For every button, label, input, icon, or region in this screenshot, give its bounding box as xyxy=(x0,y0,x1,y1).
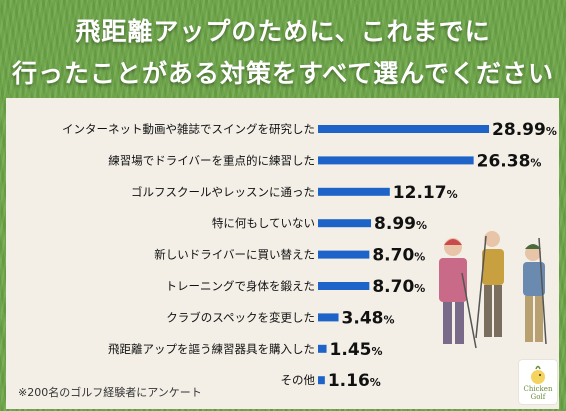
data-label: 8.70% xyxy=(372,246,425,266)
data-label: 1.16% xyxy=(328,371,381,391)
bar xyxy=(318,156,474,165)
data-label: 28.99% xyxy=(492,120,557,140)
data-label: 8.99% xyxy=(374,214,427,234)
category-label: クラブのスペックを変更した xyxy=(166,310,315,324)
chart-panel: インターネット動画や雑誌でスイングを研究した 28.99% 練習場でドライバーを重点… xyxy=(6,98,559,409)
logo-text-line-2: Golf xyxy=(530,393,546,401)
chick-icon xyxy=(531,365,545,384)
footnote: ※200名のゴルフ経験者にアンケート xyxy=(18,386,202,399)
chicken-golf-logo: Chicken Golf xyxy=(519,360,557,404)
data-label: 8.70% xyxy=(372,277,425,297)
category-label: トレーニングで身体を鍛えた xyxy=(166,279,316,293)
golfer-illustration xyxy=(439,231,547,349)
category-label: ゴルフスクールやレッスンに通った xyxy=(131,185,315,199)
bar xyxy=(318,344,327,353)
bar-chart: インターネット動画や雑誌でスイングを研究した 28.99% 練習場でドライバーを重点… xyxy=(62,120,557,391)
bar xyxy=(318,282,370,290)
bar xyxy=(318,219,372,228)
data-label: 1.45% xyxy=(330,340,383,360)
bar xyxy=(318,313,339,322)
data-label: 26.38% xyxy=(477,151,542,171)
bar xyxy=(318,125,490,133)
title-line-2: 行ったことがある対策をすべて選んでください xyxy=(11,59,554,88)
bar xyxy=(318,250,370,259)
title-line-1: 飛距離アップのために、これまでに xyxy=(75,17,491,46)
category-label: インターネット動画や雑誌でスイングを研究した xyxy=(62,122,315,136)
category-label: 練習場でドライバーを重点的に練習した xyxy=(108,153,315,167)
category-label: 特に何もしていない xyxy=(212,216,315,230)
category-label: その他 xyxy=(281,373,316,387)
data-label: 3.48% xyxy=(342,308,395,328)
category-label: 新しいドライバーに買い替えた xyxy=(154,248,315,262)
bar xyxy=(318,187,390,196)
data-label: 12.17% xyxy=(393,183,458,203)
logo-text-line-1: Chicken xyxy=(523,385,553,393)
category-label: 飛距離アップを謳う練習器具を購入した xyxy=(108,342,315,356)
bar xyxy=(318,376,325,385)
chart-title: 飛距離アップのために、これまでに 行ったことがある対策をすべて選んでください xyxy=(0,0,566,98)
